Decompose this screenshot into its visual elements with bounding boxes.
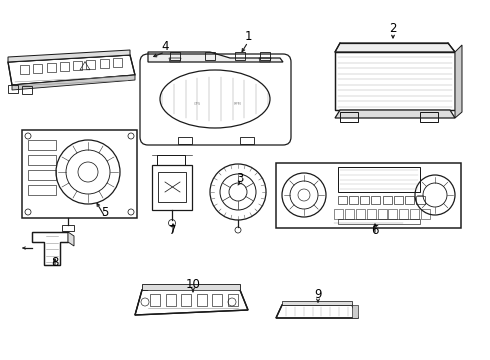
Bar bbox=[166, 294, 175, 306]
Polygon shape bbox=[276, 305, 358, 318]
Polygon shape bbox=[148, 52, 283, 62]
Text: 5: 5 bbox=[101, 206, 109, 219]
Bar bbox=[235, 52, 245, 60]
Bar bbox=[197, 294, 207, 306]
Bar bbox=[334, 209, 343, 219]
Bar bbox=[399, 209, 408, 219]
Bar bbox=[338, 219, 420, 224]
Polygon shape bbox=[335, 110, 455, 118]
Bar bbox=[28, 185, 56, 195]
Bar bbox=[389, 209, 397, 219]
Text: GPS: GPS bbox=[194, 102, 200, 106]
Polygon shape bbox=[352, 305, 358, 318]
Text: 2: 2 bbox=[389, 22, 397, 35]
Bar bbox=[86, 60, 96, 69]
Bar bbox=[47, 63, 55, 72]
Polygon shape bbox=[32, 232, 68, 265]
Bar bbox=[157, 155, 185, 165]
Bar bbox=[371, 196, 380, 204]
Bar bbox=[340, 112, 358, 122]
Bar bbox=[338, 196, 347, 204]
Text: 8: 8 bbox=[51, 256, 59, 270]
Bar bbox=[260, 52, 270, 60]
Bar bbox=[338, 167, 420, 192]
Text: 1: 1 bbox=[244, 31, 252, 44]
Bar bbox=[22, 130, 137, 218]
Bar bbox=[212, 294, 222, 306]
Text: 6: 6 bbox=[371, 224, 379, 237]
Polygon shape bbox=[335, 43, 455, 52]
Polygon shape bbox=[68, 232, 74, 246]
Polygon shape bbox=[135, 290, 248, 315]
Bar bbox=[113, 58, 122, 67]
Polygon shape bbox=[282, 301, 352, 305]
Bar bbox=[410, 209, 419, 219]
Bar bbox=[240, 137, 254, 144]
Bar bbox=[181, 294, 191, 306]
Bar bbox=[20, 65, 29, 74]
Bar bbox=[360, 196, 369, 204]
Bar bbox=[170, 52, 180, 60]
Bar bbox=[367, 209, 376, 219]
Bar bbox=[62, 225, 74, 231]
Bar bbox=[22, 86, 32, 94]
Bar bbox=[383, 196, 392, 204]
Text: 3: 3 bbox=[236, 171, 244, 184]
Bar bbox=[28, 170, 56, 180]
Polygon shape bbox=[8, 50, 130, 62]
Bar bbox=[335, 52, 455, 110]
Bar bbox=[60, 62, 69, 71]
Bar bbox=[152, 165, 192, 210]
Bar bbox=[158, 172, 186, 202]
Bar bbox=[377, 209, 387, 219]
Bar bbox=[345, 209, 354, 219]
Bar bbox=[205, 52, 215, 60]
Polygon shape bbox=[12, 75, 135, 90]
Bar bbox=[349, 196, 358, 204]
Bar bbox=[8, 85, 18, 93]
Bar bbox=[416, 196, 425, 204]
Bar bbox=[99, 59, 109, 68]
Bar bbox=[178, 137, 192, 144]
Text: 10: 10 bbox=[186, 278, 200, 291]
Bar bbox=[150, 294, 160, 306]
Bar bbox=[421, 209, 430, 219]
Polygon shape bbox=[455, 45, 462, 118]
Text: 4: 4 bbox=[161, 40, 169, 54]
Bar bbox=[28, 155, 56, 165]
Polygon shape bbox=[8, 55, 135, 85]
Text: RPM: RPM bbox=[233, 102, 241, 106]
Bar bbox=[405, 196, 414, 204]
Polygon shape bbox=[335, 52, 455, 110]
Bar bbox=[73, 61, 82, 70]
Text: 9: 9 bbox=[314, 288, 322, 301]
Bar bbox=[420, 112, 438, 122]
Bar bbox=[228, 294, 238, 306]
Text: 7: 7 bbox=[169, 224, 177, 237]
Bar bbox=[356, 209, 365, 219]
Bar bbox=[28, 140, 56, 150]
Bar bbox=[276, 163, 461, 228]
Bar bbox=[393, 196, 403, 204]
Polygon shape bbox=[142, 284, 240, 290]
Bar bbox=[33, 64, 42, 73]
